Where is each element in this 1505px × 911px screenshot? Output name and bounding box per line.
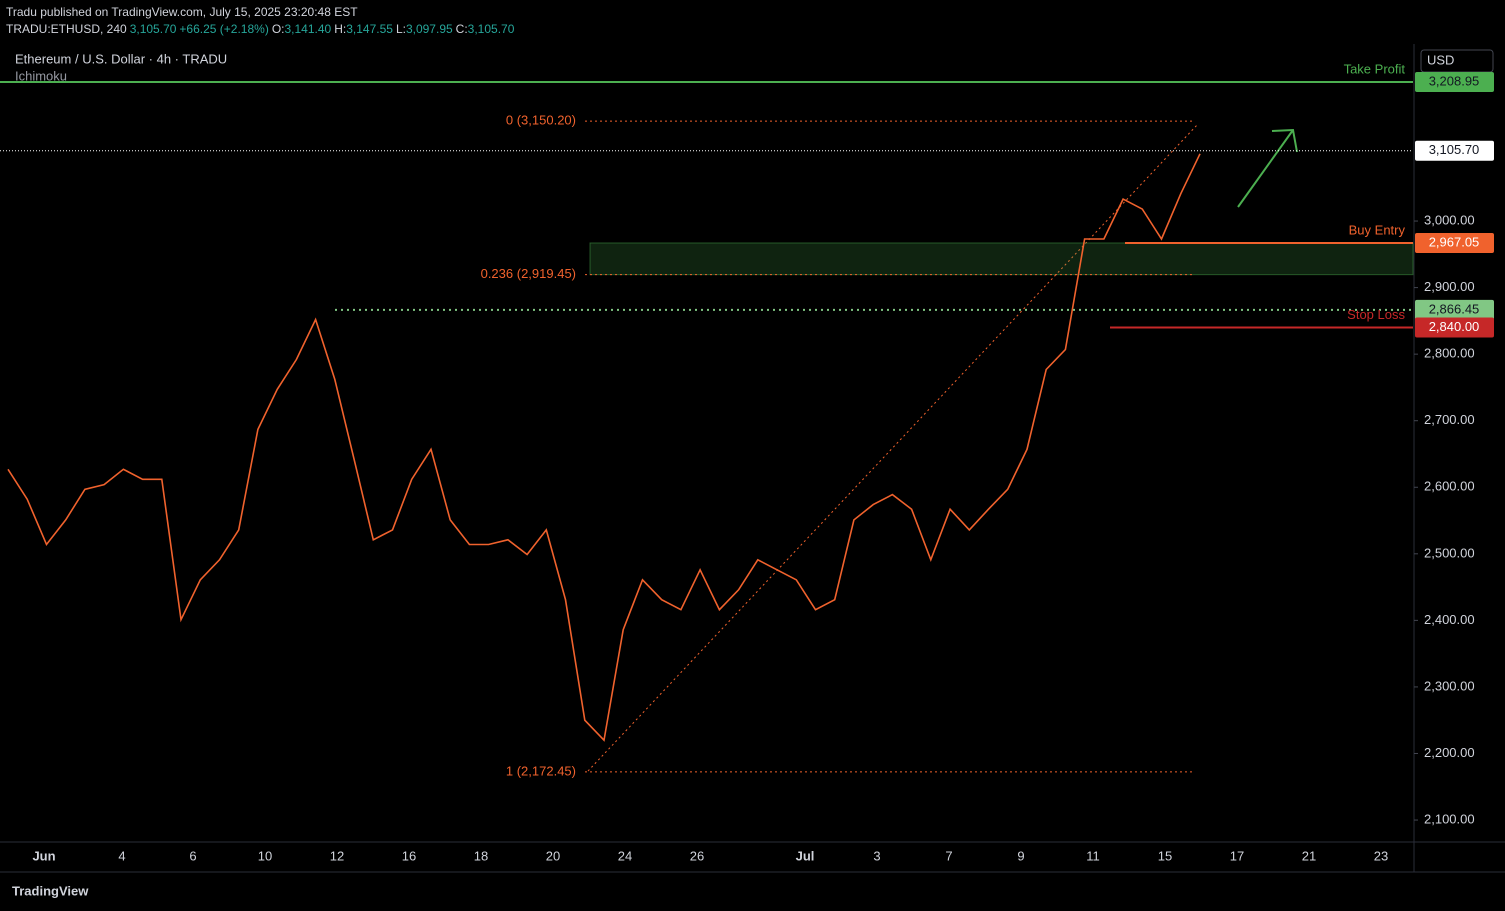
ohlc-value: 3,141.40 bbox=[284, 22, 332, 36]
ohlc-value: 3,097.95 bbox=[405, 22, 453, 36]
price-tag bbox=[1415, 140, 1494, 161]
ohlc-key: L: bbox=[395, 22, 406, 36]
x-tick-label: 16 bbox=[402, 848, 416, 863]
price-tag-label: 2,967.05 bbox=[1429, 234, 1480, 249]
level-name: Stop Loss bbox=[1347, 307, 1405, 322]
brand: TradingView bbox=[12, 883, 89, 898]
price-tag-label: 2,840.00 bbox=[1429, 319, 1480, 334]
price-tag-label: 3,105.70 bbox=[1429, 142, 1480, 157]
y-tick-label: 2,600.00 bbox=[1424, 479, 1475, 494]
ohlc-value: 3,105.70 bbox=[467, 22, 515, 36]
x-tick-label: 17 bbox=[1230, 848, 1244, 863]
level-name: Take Profit bbox=[1344, 61, 1406, 76]
fib-trend bbox=[587, 123, 1199, 772]
price-tag bbox=[1415, 232, 1494, 253]
plot-bg bbox=[0, 44, 1413, 842]
x-tick-label: 15 bbox=[1158, 848, 1172, 863]
x-tick-label: 10 bbox=[258, 848, 272, 863]
y-tick-label: 2,300.00 bbox=[1424, 678, 1475, 693]
x-tick-label: 12 bbox=[330, 848, 344, 863]
x-tick-label: 11 bbox=[1086, 848, 1100, 863]
x-tick-label: Jul bbox=[796, 848, 815, 863]
x-tick-label: 9 bbox=[1017, 848, 1024, 863]
ohlc-value: 3,147.55 bbox=[346, 22, 393, 36]
y-tick-label: 2,500.00 bbox=[1424, 545, 1475, 560]
x-tick-label: 3 bbox=[873, 848, 880, 863]
ohlc-key: O: bbox=[271, 22, 285, 36]
symbol: TRADU:ETHUSD, 240 bbox=[6, 22, 127, 36]
ohlc-key: H: bbox=[334, 22, 347, 36]
y-tick-label: 2,400.00 bbox=[1424, 612, 1475, 627]
fib-label: 1 (2,172.45) bbox=[506, 763, 576, 778]
y-tick-label: 2,700.00 bbox=[1424, 412, 1475, 427]
last: 3,105.70 bbox=[129, 22, 177, 36]
publisher: Tradu published on TradingView.com, July… bbox=[6, 5, 358, 19]
arrow bbox=[1237, 129, 1294, 208]
fib-label: 0 (3,150.20) bbox=[506, 113, 576, 128]
x-tick-label: 4 bbox=[118, 848, 125, 863]
price-tag bbox=[1415, 317, 1494, 338]
level-name: Buy Entry bbox=[1349, 222, 1406, 237]
header: Tradu published on TradingView.com, July… bbox=[6, 4, 517, 38]
price-tag-label: 2,866.45 bbox=[1429, 301, 1480, 316]
price-line bbox=[7, 153, 1201, 742]
change: +66.25 (+2.18%) bbox=[179, 22, 269, 36]
indicator: Ichimoku bbox=[15, 68, 67, 83]
x-tick-label: 21 bbox=[1302, 848, 1316, 863]
x-tick-label: 7 bbox=[945, 848, 952, 863]
x-tick-label: 20 bbox=[546, 848, 560, 863]
y-tick-label: 2,200.00 bbox=[1424, 745, 1475, 760]
y-tick-label: 2,800.00 bbox=[1424, 346, 1475, 361]
currency: USD bbox=[1427, 52, 1454, 67]
y-tick-label: 2,100.00 bbox=[1424, 811, 1475, 826]
quote-row: TRADU:ETHUSD, 240 3,105.70 +66.25 (+2.18%)… bbox=[6, 21, 517, 38]
price-tag bbox=[1415, 299, 1494, 320]
price-tag bbox=[1415, 71, 1494, 92]
fib-label: 0.236 (2,919.45) bbox=[481, 266, 576, 281]
y-tick-label: 2,900.00 bbox=[1424, 279, 1475, 294]
x-tick-label: 18 bbox=[474, 848, 488, 863]
entry-zone bbox=[589, 242, 1414, 276]
y-tick-label: 3,000.00 bbox=[1424, 212, 1475, 227]
x-tick-label: 24 bbox=[618, 848, 632, 863]
x-tick-label: 23 bbox=[1374, 848, 1388, 863]
chart-title: Ethereum / U.S. Dollar · 4h · TRADU bbox=[15, 51, 227, 66]
x-tick-label: 6 bbox=[189, 848, 196, 863]
x-tick-label: 26 bbox=[690, 848, 704, 863]
ohlc-key: C: bbox=[455, 22, 468, 36]
price-tag-label: 3,208.95 bbox=[1429, 73, 1480, 88]
arrow-head bbox=[1271, 128, 1298, 153]
x-tick-label: Jun bbox=[32, 848, 55, 863]
